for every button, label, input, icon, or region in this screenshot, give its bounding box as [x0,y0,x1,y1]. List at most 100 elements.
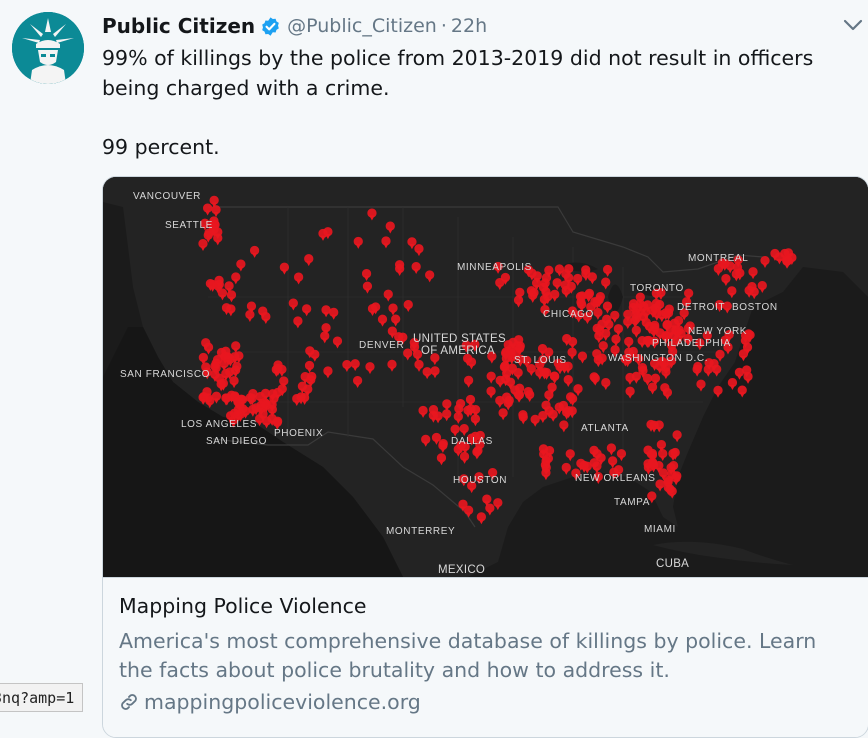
map-marker-tip [426,277,433,283]
map-marker [422,367,432,377]
author-name[interactable]: Public Citizen [102,14,256,38]
map-marker [488,467,498,477]
map-marker [250,245,260,255]
map-marker-tip [372,309,379,315]
map-marker-tip [271,400,277,406]
map-marker [256,400,266,410]
map-marker [453,411,463,421]
map-marker-tip [474,454,480,460]
map-marker [459,451,470,461]
map-marker-tip [663,337,669,344]
map-label-phoenix: PHOENIX [274,428,323,439]
map-marker [205,278,216,288]
map-marker-tip [606,326,612,332]
map-marker [593,307,603,317]
map-marker-tip [528,292,535,299]
map-marker [321,323,331,333]
map-marker-tip [675,322,682,329]
map-marker-tip [214,234,221,240]
map-marker [394,332,404,342]
map-marker-tip [759,287,766,293]
map-marker-tip [669,353,676,359]
map-marker-tip [207,285,214,291]
map-marker-tip [740,356,747,362]
map-label-denver: DENVER [359,340,404,351]
card-domain-link[interactable]: mappingpoliceviolence.org [118,690,421,714]
map-label-minneapolis: MINNEAPOLIS [457,262,532,273]
chevron-down-icon[interactable] [842,14,864,36]
map-marker-tip [416,366,422,372]
map-marker [428,405,439,415]
map-marker [631,371,641,381]
map-marker [514,383,525,393]
map-marker [544,347,554,357]
map-label-cuba: CUBA [656,558,689,570]
map-marker-tip [595,478,602,485]
map-marker [532,278,542,288]
tweet-text: 99% of killings by the police from 2013-… [102,44,868,162]
map-marker [203,203,213,213]
map-marker-tip [226,374,233,380]
map-marker [554,264,565,274]
map-marker-tip [640,318,647,325]
map-marker-tip [432,373,438,379]
map-marker [365,362,375,372]
card-body[interactable]: Mapping Police Violence America's most c… [103,577,868,737]
map-marker [538,355,548,365]
map-marker-tip [613,341,619,347]
map-marker-tip [635,360,642,367]
map-marker-tip [543,407,549,413]
map-marker [634,354,644,364]
map-label-philadelphia: PHILADELPHIA [652,338,731,349]
map-marker-tip [545,354,552,360]
map-marker-tip [565,270,572,277]
avatar[interactable] [12,12,84,84]
map-marker-tip [455,451,462,457]
map-marker-tip [211,202,217,208]
map-marker [471,404,481,414]
link-card[interactable]: VANCOUVER SEATTLE MINNEAPOLIS MONTREAL T… [102,176,868,738]
map-marker-tip [615,330,622,337]
card-map-image[interactable]: VANCOUVER SEATTLE MINNEAPOLIS MONTREAL T… [103,177,868,577]
map-marker [297,381,308,391]
map-marker-tip [618,455,625,462]
map-marker [412,349,423,359]
map-marker [633,303,643,313]
map-marker [613,324,623,334]
map-marker-tip [569,343,576,349]
map-marker-tip [216,282,222,288]
map-marker-tip [668,469,674,475]
map-marker-tip [663,369,669,375]
map-marker-tip [258,407,264,413]
author-handle[interactable]: @Public_Citizen [287,15,437,37]
map-marker [526,286,537,296]
map-marker-tip [561,427,567,433]
map-marker [294,272,304,282]
tweet-timestamp[interactable]: 22h [450,15,488,37]
map-marker-tip [216,286,223,292]
map-marker [666,356,677,366]
card-title[interactable]: Mapping Police Violence [119,594,367,618]
map-marker [245,392,255,402]
map-marker-tip [639,342,645,349]
map-marker [371,302,381,312]
map-marker-tip [573,475,579,481]
card-domain[interactable]: mappingpoliceviolence.org [144,690,421,714]
map-marker [323,366,333,376]
map-marker [211,391,222,401]
map-marker-tip [612,351,618,358]
map-marker [258,306,268,316]
map-marker-tip [472,346,478,352]
map-marker-tip [352,365,358,372]
map-marker [679,308,689,318]
map-marker-tip [463,347,470,353]
map-label-montreal: MONTREAL [688,253,748,264]
map-marker [541,400,551,410]
map-marker-tip [541,301,548,307]
map-marker-tip [325,233,331,240]
map-marker [514,390,524,400]
map-marker [421,434,431,444]
map-marker-tip [235,404,241,410]
map-marker-tip [645,452,651,458]
